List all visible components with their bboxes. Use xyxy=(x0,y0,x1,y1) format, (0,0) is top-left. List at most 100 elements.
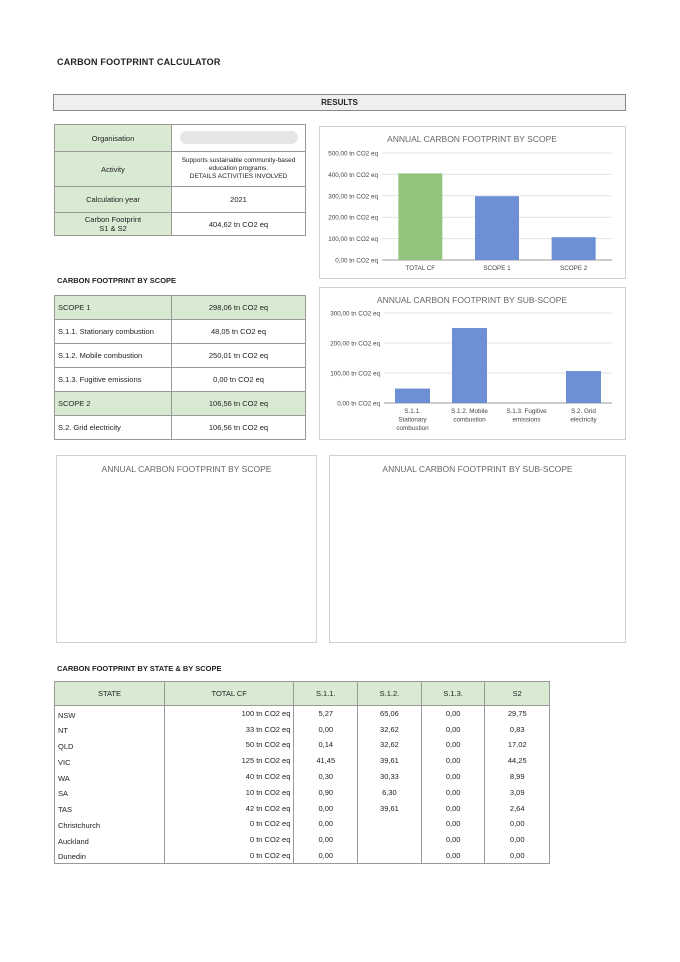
table-cell: 42 tn CO2 eq xyxy=(163,800,295,817)
table-cell: 50 tn CO2 eq xyxy=(163,737,295,753)
y-tick-label: 200,00 tn CO2 eq xyxy=(330,341,380,348)
label-line: S1 & S2 xyxy=(99,224,127,233)
y-tick-label: 200,00 tn CO2 eq xyxy=(328,215,378,222)
scope-row: S.1.1. Stationary combustion 48,05 tn CO2… xyxy=(54,319,306,344)
x-tick-label: S.1.3. Fugitive xyxy=(506,408,547,415)
info-label: Carbon Footprint S1 & S2 xyxy=(54,212,172,236)
y-tick-label: 300,00 tn CO2 eq xyxy=(330,311,380,318)
header-row: STATE TOTAL CF S.1.1. S.1.2. S.1.3. S2 xyxy=(54,681,550,706)
redacted-organisation xyxy=(179,130,298,144)
table-cell: 65,06 xyxy=(357,705,422,722)
table-cell: 33 tn CO2 eq xyxy=(163,721,295,738)
table-cell xyxy=(357,831,422,848)
table-cell: 0 tn CO2 eq xyxy=(163,847,295,864)
x-tick-label: S.1.2. Mobile xyxy=(451,408,488,415)
table-cell: 32,62 xyxy=(357,721,422,738)
scope-value: 250,01 tn CO2 eq xyxy=(171,343,306,368)
table-row: NSW 100 tn CO2 eq 5,27 65,06 0,00 29,75 xyxy=(54,705,550,722)
scope-value: 106,56 tn CO2 eq xyxy=(171,391,306,416)
total-footprint-value: 404,62 tn CO2 eq xyxy=(171,212,306,236)
table-row: Auckland 0 tn CO2 eq 0,00 0,00 0,00 xyxy=(54,831,550,848)
info-label: Activity xyxy=(54,151,172,187)
table-cell: 0,00 xyxy=(484,847,550,864)
bar xyxy=(551,237,596,260)
table-row: Christchurch 0 tn CO2 eq 0,00 0,00 0,00 xyxy=(54,816,550,832)
table-cell: 0,00 xyxy=(420,721,486,738)
table-cell: Dunedin xyxy=(54,847,165,864)
column-header: S.1.2. xyxy=(357,681,422,706)
column-header: STATE xyxy=(54,681,165,706)
table-cell: NSW xyxy=(54,705,165,722)
table-cell: 17,02 xyxy=(484,737,550,753)
chart-title: ANNUAL CARBON FOOTPRINT BY SUB-SCOPE xyxy=(377,295,568,305)
scope-label: SCOPE 2 xyxy=(54,391,172,416)
info-label: Organisation xyxy=(54,124,172,152)
bar-chart-by-sub-scope: ANNUAL CARBON FOOTPRINT BY SUB-SCOPE 0,00… xyxy=(319,287,626,440)
table-cell: 125 tn CO2 eq xyxy=(163,752,295,769)
column-header: TOTAL CF xyxy=(163,681,295,706)
table-cell: 39,61 xyxy=(357,752,422,769)
table-cell: 0,00 xyxy=(420,705,486,722)
table-cell: 0,00 xyxy=(420,847,486,864)
table-cell: 0,90 xyxy=(293,784,359,801)
scope-label: SCOPE 1 xyxy=(54,295,172,320)
scope-row: S.2. Grid electricity 106,56 tn CO2 eq xyxy=(54,415,306,440)
scope-row: SCOPE 2 106,56 tn CO2 eq xyxy=(54,391,306,416)
x-tick-label: SCOPE 1 xyxy=(483,265,511,272)
activity-line: education programs. xyxy=(208,165,269,172)
table-cell: 8,99 xyxy=(484,768,550,785)
bar xyxy=(395,388,430,403)
x-tick-label: electricity xyxy=(570,417,597,424)
y-tick-label: 100,00 tn CO2 eq xyxy=(330,371,380,378)
table-cell: 0,00 xyxy=(293,800,359,817)
table-cell: 44,25 xyxy=(484,752,550,769)
table-cell: 0,30 xyxy=(293,768,359,785)
organisation-value xyxy=(171,124,306,152)
year-value: 2021 xyxy=(171,186,306,213)
table-row: VIC 125 tn CO2 eq 41,45 39,61 0,00 44,25 xyxy=(54,752,550,769)
table-row: WA 40 tn CO2 eq 0,30 30,33 0,00 8,99 xyxy=(54,768,550,785)
scope-value: 298,06 tn CO2 eq xyxy=(171,295,306,320)
table-row: TAS 42 tn CO2 eq 0,00 39,61 0,00 2,64 xyxy=(54,800,550,817)
chart-title: ANNUAL CARBON FOOTPRINT BY SCOPE xyxy=(102,464,272,474)
table-cell: 0,00 xyxy=(484,816,550,832)
bar-chart-by-scope: ANNUAL CARBON FOOTPRINT BY SCOPE 0,00 tn … xyxy=(319,126,626,279)
table-cell: TAS xyxy=(54,800,165,817)
scope-value: 48,05 tn CO2 eq xyxy=(171,319,306,344)
label-line: Carbon Footprint xyxy=(84,215,142,224)
bar xyxy=(475,196,519,260)
table-cell: VIC xyxy=(54,752,165,769)
table-cell: 0,00 xyxy=(420,784,486,801)
activity-line: DETAILS ACTIVITIES INVOLVED xyxy=(189,173,288,180)
y-tick-label: 100,00 tn CO2 eq xyxy=(328,236,378,243)
table-row: Dunedin 0 tn CO2 eq 0,00 0,00 0,00 xyxy=(54,847,550,864)
scope-heading: CARBON FOOTPRINT BY SCOPE xyxy=(57,276,177,285)
scope-label: S.1.2. Mobile combustion xyxy=(54,343,172,368)
table-cell: 0,00 xyxy=(293,831,359,848)
y-tick-label: 300,00 tn CO2 eq xyxy=(328,193,378,200)
column-header: S.1.1. xyxy=(293,681,359,706)
state-heading: CARBON FOOTPRINT BY STATE & BY SCOPE xyxy=(57,664,222,673)
x-tick-label: S.1.1. xyxy=(404,408,421,415)
scope-row: SCOPE 1 298,06 tn CO2 eq xyxy=(54,295,306,320)
table-cell: QLD xyxy=(54,737,165,753)
column-header: S.1.3. xyxy=(420,681,486,706)
table-cell: SA xyxy=(54,784,165,801)
x-tick-label: combustion xyxy=(453,417,486,424)
x-tick-label: combustion xyxy=(396,425,429,432)
pie-chart-by-scope: ANNUAL CARBON FOOTPRINT BY SCOPE xyxy=(56,455,317,643)
bar xyxy=(452,327,487,403)
x-tick-label: S.2. Grid xyxy=(571,408,596,415)
y-tick-label: 400,00 tn CO2 eq xyxy=(328,172,378,179)
scope-label: S.1.3. Fugitive emissions xyxy=(54,367,172,392)
x-tick-label: SCOPE 2 xyxy=(560,265,588,272)
activity-value: Supports sustainable community-based educ… xyxy=(171,151,306,187)
table-cell: 0,00 xyxy=(293,816,359,832)
table-cell: 10 tn CO2 eq xyxy=(163,784,295,801)
column-header: S2 xyxy=(484,681,550,706)
pie-chart-by-sub-scope: ANNUAL CARBON FOOTPRINT BY SUB-SCOPE xyxy=(329,455,626,643)
scope-value: 106,56 tn CO2 eq xyxy=(171,415,306,440)
table-cell: 0,14 xyxy=(293,737,359,753)
info-label: Calculation year xyxy=(54,186,172,213)
